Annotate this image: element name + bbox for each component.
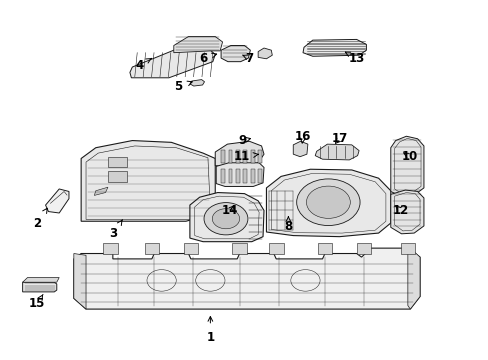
Circle shape bbox=[296, 179, 359, 226]
Text: 12: 12 bbox=[391, 204, 408, 217]
Polygon shape bbox=[173, 37, 222, 53]
Bar bbox=[228, 169, 232, 183]
Polygon shape bbox=[189, 193, 264, 242]
Polygon shape bbox=[45, 189, 69, 213]
Polygon shape bbox=[232, 243, 246, 253]
Polygon shape bbox=[215, 141, 264, 167]
Polygon shape bbox=[22, 278, 59, 282]
Bar bbox=[221, 169, 224, 183]
Polygon shape bbox=[407, 248, 419, 309]
Text: 15: 15 bbox=[29, 294, 45, 310]
Text: 14: 14 bbox=[221, 204, 238, 217]
Polygon shape bbox=[94, 187, 108, 195]
Polygon shape bbox=[22, 282, 57, 292]
Bar bbox=[250, 169, 254, 183]
Polygon shape bbox=[81, 140, 215, 221]
Polygon shape bbox=[189, 80, 204, 86]
Polygon shape bbox=[303, 40, 366, 56]
Polygon shape bbox=[183, 243, 198, 253]
Circle shape bbox=[306, 186, 349, 219]
Polygon shape bbox=[221, 45, 250, 62]
Polygon shape bbox=[390, 190, 423, 234]
Bar bbox=[228, 150, 232, 163]
Text: 5: 5 bbox=[174, 80, 192, 93]
Bar bbox=[243, 150, 247, 163]
Bar bbox=[235, 150, 239, 163]
Polygon shape bbox=[258, 48, 272, 59]
Polygon shape bbox=[268, 243, 283, 253]
Polygon shape bbox=[400, 243, 414, 253]
Text: 6: 6 bbox=[199, 51, 216, 64]
Polygon shape bbox=[130, 50, 215, 78]
Bar bbox=[221, 150, 224, 163]
Text: 13: 13 bbox=[345, 51, 364, 64]
Polygon shape bbox=[317, 243, 331, 253]
Text: 4: 4 bbox=[135, 58, 151, 72]
Text: 9: 9 bbox=[238, 134, 250, 147]
Polygon shape bbox=[103, 243, 118, 253]
Bar bbox=[258, 150, 262, 163]
Text: 3: 3 bbox=[108, 220, 122, 240]
Text: 10: 10 bbox=[401, 150, 418, 163]
Text: 8: 8 bbox=[284, 217, 292, 233]
Polygon shape bbox=[144, 243, 159, 253]
Bar bbox=[108, 157, 127, 167]
Text: 2: 2 bbox=[33, 208, 47, 230]
Text: 11: 11 bbox=[233, 150, 258, 163]
Polygon shape bbox=[356, 243, 370, 253]
Polygon shape bbox=[390, 136, 423, 197]
Text: 1: 1 bbox=[206, 316, 214, 344]
Polygon shape bbox=[216, 163, 264, 186]
Circle shape bbox=[203, 203, 247, 235]
Text: 7: 7 bbox=[242, 51, 253, 64]
Circle shape bbox=[212, 209, 239, 229]
Bar bbox=[243, 169, 247, 183]
Polygon shape bbox=[315, 144, 358, 160]
Polygon shape bbox=[266, 169, 390, 237]
Bar bbox=[258, 169, 262, 183]
Bar bbox=[108, 171, 127, 182]
Polygon shape bbox=[293, 141, 307, 157]
Bar bbox=[250, 150, 254, 163]
Bar bbox=[235, 169, 239, 183]
Polygon shape bbox=[74, 248, 419, 309]
Text: 17: 17 bbox=[331, 132, 347, 145]
Text: 16: 16 bbox=[294, 130, 310, 144]
Polygon shape bbox=[74, 253, 86, 309]
